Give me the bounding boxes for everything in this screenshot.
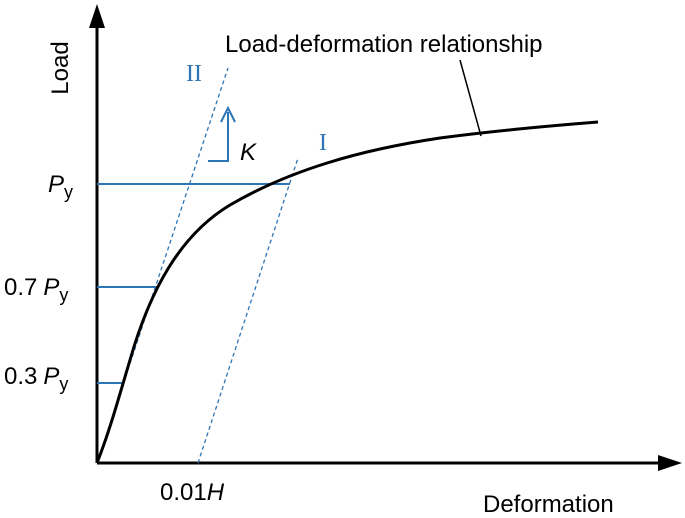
- label-k: K: [240, 139, 257, 166]
- curve-label: Load-deformation relationship: [225, 31, 543, 58]
- y-axis-label: Load: [47, 41, 74, 94]
- coef: 0.7: [4, 274, 37, 301]
- k-arrow-head: [220, 105, 236, 123]
- leader-line: [459, 59, 482, 137]
- symbol: P: [43, 274, 59, 301]
- label-ii: II: [186, 61, 202, 87]
- secant-ii: [96, 67, 229, 464]
- x-axis-label: Deformation: [483, 491, 614, 518]
- py-label: Py: [48, 171, 73, 202]
- label-i: I: [319, 130, 327, 156]
- x-level-label: 0.01H: [160, 479, 225, 506]
- p03-label: 0.3 Py: [4, 363, 68, 394]
- p07-label: 0.7 Py: [4, 274, 68, 305]
- symbol: P: [48, 171, 64, 198]
- coef: 0.3: [4, 363, 37, 390]
- symbol: H: [207, 479, 225, 506]
- subscript: y: [59, 285, 68, 305]
- secant-i: [197, 157, 299, 464]
- symbol: P: [43, 363, 59, 390]
- coef: 0.01: [160, 479, 207, 506]
- k-arrow: [208, 112, 229, 162]
- load-curve: [95, 120, 599, 464]
- x-arrow: [658, 455, 682, 471]
- y-arrow: [89, 4, 105, 28]
- subscript: y: [59, 374, 68, 394]
- subscript: y: [64, 182, 73, 202]
